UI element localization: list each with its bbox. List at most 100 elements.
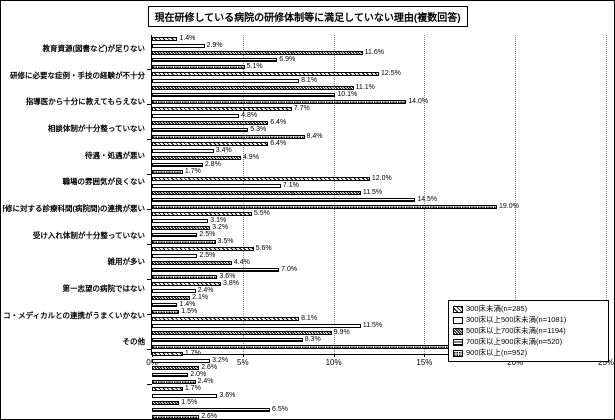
bar-row: 1.5% bbox=[152, 308, 606, 315]
bar-row: 5.6% bbox=[152, 245, 606, 252]
bar-value-label: 5.5% bbox=[253, 210, 270, 217]
bar-row: 5.1% bbox=[152, 63, 606, 70]
x-axis-tick bbox=[424, 354, 426, 357]
bar-row: 7.0% bbox=[152, 266, 606, 273]
legend-swatch-icon bbox=[453, 327, 463, 335]
bar-row: 4.9% bbox=[152, 154, 606, 161]
category-band: 5.5% 3.1% 3.2% 2.5% 3.5% bbox=[147, 210, 606, 245]
bar-row: 2.4% bbox=[152, 287, 606, 294]
bar-row: 8.4% bbox=[152, 133, 606, 140]
bar-value-label: 14.5% bbox=[417, 196, 438, 203]
gridline bbox=[515, 35, 517, 354]
bar-row: 5.5% bbox=[152, 210, 606, 217]
bar bbox=[152, 379, 196, 384]
bar-row: 1.7% bbox=[152, 385, 606, 392]
bar-row: 6.9% bbox=[152, 56, 606, 63]
bar-value-label: 4.8% bbox=[241, 112, 258, 119]
bar-row: 2.0% bbox=[152, 371, 606, 378]
category-label: 研修に対する診療科間(病院間)の連携が悪い bbox=[3, 203, 145, 213]
legend-label: 700床以上900床未満(n=520) bbox=[466, 337, 563, 346]
bar-row: 3.6% bbox=[152, 273, 606, 280]
bar bbox=[152, 218, 209, 223]
legend-swatch-icon bbox=[453, 305, 463, 313]
bar bbox=[152, 316, 300, 321]
legend-label: 300床以上500床未満(n=1081) bbox=[466, 315, 567, 324]
bar-row: 3.6% bbox=[152, 392, 606, 399]
bar-row: 8.1% bbox=[152, 77, 606, 84]
bar-row: 3.1% bbox=[152, 217, 606, 224]
bar-value-label: 11.5% bbox=[362, 322, 383, 329]
bar bbox=[152, 50, 363, 55]
bar bbox=[152, 162, 203, 167]
bar-value-label: 7.7% bbox=[293, 105, 310, 112]
bar bbox=[152, 260, 232, 265]
bar-value-label: 2.5% bbox=[199, 252, 216, 259]
bar bbox=[152, 330, 332, 335]
bar-value-label: 3.1% bbox=[210, 217, 227, 224]
bar bbox=[152, 113, 240, 118]
bar-value-label: 3.6% bbox=[219, 392, 236, 399]
bar-row: 4.4% bbox=[152, 259, 606, 266]
bar-value-label: 3.2% bbox=[212, 224, 229, 231]
bar bbox=[152, 295, 191, 300]
bar bbox=[152, 71, 379, 76]
bar bbox=[152, 148, 214, 153]
bar-value-label: 4.9% bbox=[242, 154, 259, 161]
bar bbox=[152, 253, 198, 258]
bar-value-label: 1.7% bbox=[184, 350, 201, 357]
bar-value-label: 3.2% bbox=[212, 357, 229, 364]
bar-value-label: 8.1% bbox=[301, 77, 318, 84]
bar-value-label: 4.4% bbox=[233, 259, 250, 266]
bar-row: 14.0% bbox=[152, 98, 606, 105]
bar-row: 6.4% bbox=[152, 140, 606, 147]
x-axis-tick bbox=[152, 354, 153, 357]
bar-value-label: 5.6% bbox=[255, 245, 272, 252]
legend-label: 300床未満(n=285) bbox=[466, 304, 528, 313]
bar bbox=[152, 78, 300, 83]
bar-value-label: 3.5% bbox=[217, 238, 234, 245]
bar-value-label: 9.9% bbox=[333, 329, 350, 336]
bar-value-label: 11.5% bbox=[362, 189, 383, 196]
category-label: その他 bbox=[122, 337, 146, 347]
bar-value-label: 5.3% bbox=[250, 126, 267, 133]
bar-row: 2.6% bbox=[152, 413, 606, 419]
bar-value-label: 2.4% bbox=[197, 378, 214, 385]
bar bbox=[152, 127, 249, 132]
bar-row: 2.5% bbox=[152, 231, 606, 238]
bar bbox=[152, 211, 252, 216]
bar-row: 7.1% bbox=[152, 182, 606, 189]
bar-row: 1.5% bbox=[152, 399, 606, 406]
bar bbox=[152, 407, 271, 412]
bar-value-label: 1.4% bbox=[179, 301, 196, 308]
bar-row: 11.6% bbox=[152, 49, 606, 56]
bar-value-label: 12.0% bbox=[371, 175, 392, 182]
bar-row: 11.5% bbox=[152, 189, 606, 196]
bar-row: 1.7% bbox=[152, 168, 606, 175]
category-label: 雑用が多い bbox=[107, 257, 146, 267]
bar-value-label: 2.0% bbox=[190, 371, 207, 378]
bar-row: 11.5% bbox=[152, 322, 606, 329]
bar bbox=[152, 64, 245, 69]
category-band: 6.4% 3.4% 4.9% 2.8% 1.7% bbox=[147, 140, 606, 175]
bar bbox=[152, 365, 200, 370]
bar bbox=[152, 267, 280, 272]
bar-row: 6.4% bbox=[152, 119, 606, 126]
x-axis-tick-label: 0% bbox=[146, 358, 158, 367]
category-labels: 教育資源(図書など)が足りない 研修に必要な症例・手技の経験が不十分 指導医から十分… bbox=[3, 35, 149, 355]
bar-value-label: 6.5% bbox=[272, 406, 288, 413]
bar bbox=[152, 204, 498, 209]
bar bbox=[152, 197, 416, 202]
bar-value-label: 2.1% bbox=[192, 294, 209, 301]
bar-row: 11.1% bbox=[152, 84, 606, 91]
bar-row: 1.4% bbox=[152, 301, 606, 308]
category-label: 指導医から十分に教えてもらえない bbox=[25, 97, 145, 107]
x-axis-tick bbox=[242, 354, 244, 357]
bar bbox=[152, 106, 292, 111]
bar-row: 12.0% bbox=[152, 175, 606, 182]
bar bbox=[152, 155, 241, 160]
bar bbox=[152, 246, 254, 251]
category-band: 1.7% 3.2% 2.6% 2.0% 2.4% bbox=[147, 350, 606, 385]
gridline bbox=[242, 35, 244, 354]
bar-row: 2.9% bbox=[152, 42, 606, 49]
